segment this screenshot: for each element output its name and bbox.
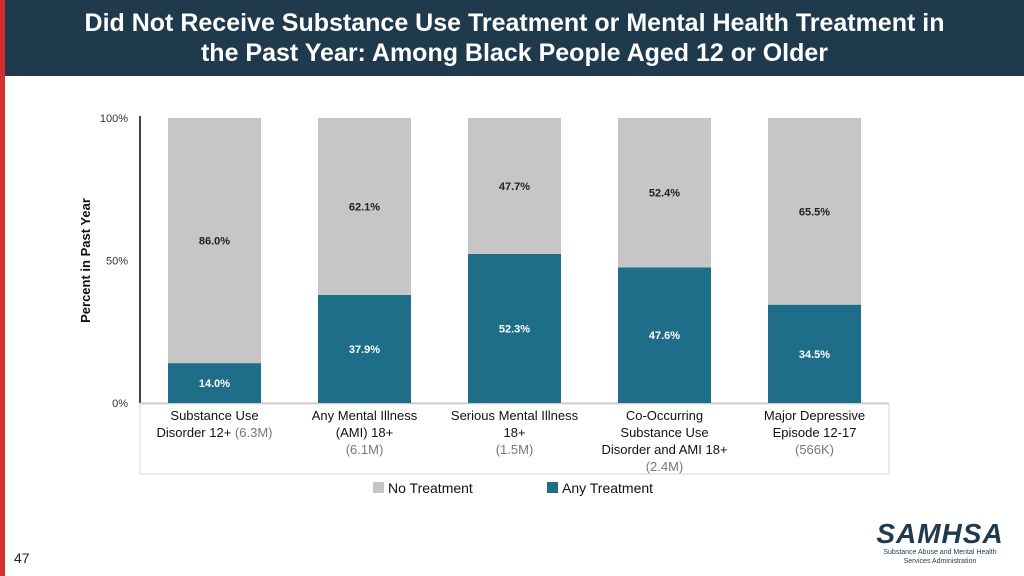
accent-rule [0,0,5,576]
category-count-label: (6.1M) [346,442,384,457]
bar-any-treatment [618,267,711,403]
category-count-label: (1.5M) [496,442,534,457]
logo-subtitle-1: Substance Abuse and Mental Health [883,549,997,556]
bar-any-treatment [168,363,261,403]
category-label-box [139,403,890,475]
bar-any-treatment [318,294,411,403]
category-label: Major Depressive [764,408,865,423]
data-label-no-treatment: 47.7% [499,181,530,193]
y-tick-label: 50% [106,256,128,268]
data-label-no-treatment: 86.0% [199,236,230,248]
y-tick-label: 100% [100,113,128,125]
data-label-any-treatment: 34.5% [799,349,830,361]
bar-any-treatment [768,304,861,403]
y-tick-label: 0% [112,398,128,410]
logo-wordmark: SAMHSA [876,518,1004,549]
legend-label-no-treatment: No Treatment [388,480,473,496]
category-count-label: (2.4M) [646,459,684,474]
y-axis-title: Percent in Past Year [78,198,93,323]
data-label-no-treatment: 62.1% [349,201,380,213]
category-label: Substance Use [170,408,258,423]
bar-no-treatment [618,118,711,268]
legend-swatch-no-treatment [373,482,384,493]
logo-subtitle-2: Services Administration [903,558,977,565]
category-label: Co-Occurring [626,408,703,423]
bar-no-treatment [768,118,861,305]
category-label: Serious Mental Illness [451,408,579,423]
bar-no-treatment [318,118,411,295]
category-label: Episode 12-17 [773,425,857,440]
category-label: 18+ [503,425,525,440]
category-label: Disorder 12+ (6.3M) [157,425,273,440]
bar-no-treatment [168,118,261,364]
title-bar: Did Not Receive Substance Use Treatment … [5,0,1024,76]
category-label: Substance Use [620,425,708,440]
bar-any-treatment [468,253,561,403]
category-label: (AMI) 18+ [336,425,393,440]
category-label: Disorder and AMI 18+ [601,442,727,457]
bar-no-treatment [468,118,561,254]
page-title-line-1: Did Not Receive Substance Use Treatment … [84,9,945,37]
data-label-any-treatment: 37.9% [349,344,380,356]
category-label: Any Mental Illness [312,408,418,423]
legend-label-any-treatment: Any Treatment [562,480,653,496]
page-title-line-2: the Past Year: Among Black People Aged 1… [200,39,829,67]
data-label-any-treatment: 47.6% [649,330,680,342]
legend-swatch-any-treatment [547,482,558,493]
samhsa-logo: SAMHSA Substance Abuse and Mental Health… [870,520,1010,566]
data-label-no-treatment: 52.4% [649,188,680,200]
page-number: 47 [14,550,30,566]
category-count-label: (566K) [795,442,834,457]
data-label-any-treatment: 52.3% [499,323,530,335]
data-label-no-treatment: 65.5% [799,206,830,218]
data-label-any-treatment: 14.0% [199,378,230,390]
